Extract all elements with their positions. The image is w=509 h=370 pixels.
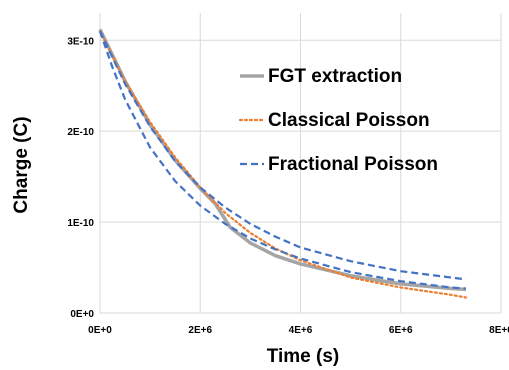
y-tick-label: 2E-10 [67, 127, 94, 138]
series-line-3 [98, 30, 466, 290]
x-tick-label: 2E+6 [188, 325, 212, 336]
legend: FGT extraction Classical Poisson Fractiona… [238, 66, 438, 175]
legend-label: FGT extraction [268, 66, 402, 87]
x-axis-ticks: 0E+0 2E+6 4E+6 6E+6 8E+6 [88, 325, 509, 336]
y-axis-title: Charge (C) [11, 116, 32, 213]
x-tick-label: 8E+6 [489, 325, 509, 336]
x-tick-label: 6E+6 [389, 325, 413, 336]
series-line-1 [98, 30, 467, 299]
y-tick-label: 0E+0 [70, 309, 94, 320]
series-lines [98, 28, 467, 299]
series-line-2 [99, 30, 467, 281]
y-axis-ticks: 0E+0 1E-10 2E-10 3E-10 [67, 36, 94, 320]
legend-label: Fractional Poisson [268, 154, 438, 175]
gridlines [99, 13, 502, 314]
x-tick-label: 0E+0 [88, 325, 112, 336]
y-tick-label: 3E-10 [67, 36, 94, 47]
x-tick-label: 4E+6 [289, 325, 313, 336]
y-tick-label: 1E-10 [67, 218, 94, 229]
legend-label: Classical Poisson [268, 110, 430, 131]
x-axis-title: Time (s) [267, 346, 340, 367]
